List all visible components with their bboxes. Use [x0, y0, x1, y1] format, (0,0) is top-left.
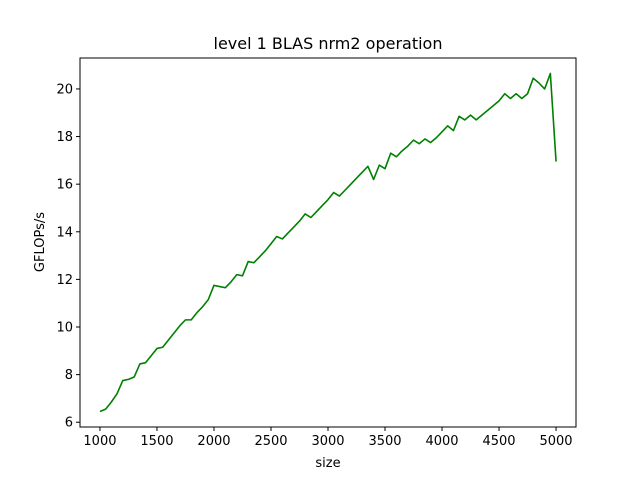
chart-title: level 1 BLAS nrm2 operation — [214, 34, 443, 53]
y-tick-label: 18 — [56, 130, 73, 145]
x-axis: 1000 1500 2000 2500 3000 3500 4000 4500 5000 — [83, 427, 573, 449]
x-tick-label: 2500 — [254, 434, 287, 449]
x-tick-label: 2000 — [197, 434, 230, 449]
plot-area: 1000 1500 2000 2500 3000 3500 4000 4500 5000 6 8 1… — [56, 57, 577, 449]
x-tick-label: 3500 — [368, 434, 401, 449]
y-tick-label: 20 — [56, 82, 73, 97]
y-axis: 6 8 10 12 14 16 18 20 — [56, 82, 80, 431]
series-line — [99, 72, 557, 413]
x-tick-label: 4500 — [482, 434, 515, 449]
y-tick-label: 14 — [56, 225, 73, 240]
y-tick-label: 6 — [65, 416, 73, 431]
x-tick-label: 1500 — [140, 434, 173, 449]
y-tick-label: 12 — [56, 273, 73, 288]
y-tick-label: 8 — [65, 368, 73, 383]
x-tick-label: 1000 — [83, 434, 116, 449]
y-axis-label: GFLOPs/s — [33, 212, 48, 272]
y-tick-label: 16 — [56, 178, 73, 193]
x-tick-label: 4000 — [425, 434, 458, 449]
x-tick-label: 5000 — [539, 434, 572, 449]
x-axis-label: size — [315, 456, 340, 471]
y-tick-label: 10 — [56, 321, 73, 336]
x-tick-label: 3000 — [311, 434, 344, 449]
